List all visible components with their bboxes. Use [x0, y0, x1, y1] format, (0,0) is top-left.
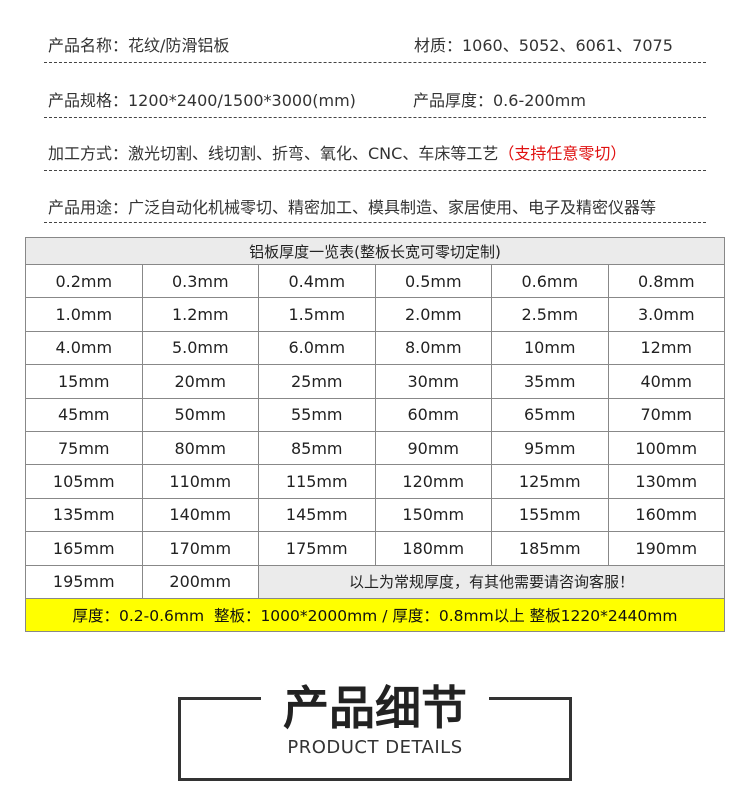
divider — [44, 222, 706, 223]
table-cell: 200mm — [142, 565, 259, 599]
table-cell: 0.4mm — [259, 265, 376, 299]
table-cell: 50mm — [142, 398, 259, 432]
table-cell: 105mm — [26, 465, 143, 499]
info-material: 材质：1060、5052、6061、7075 — [414, 36, 673, 55]
table-cell: 95mm — [492, 432, 609, 466]
table-cell: 5.0mm — [142, 331, 259, 366]
info-usage: 产品用途：广泛自动化机械零切、精密加工、模具制造、家居使用、电子及精密仪器等 — [48, 198, 657, 217]
table-cell: 185mm — [492, 532, 609, 566]
table-cell: 0.8mm — [608, 265, 725, 299]
table-cell: 175mm — [259, 532, 376, 566]
section-subtitle: PRODUCT DETAILS — [287, 737, 463, 758]
table-title: 铝板厚度一览表(整板长宽可零切定制) — [26, 238, 725, 265]
table-cell: 4.0mm — [26, 331, 143, 366]
table-cell: 135mm — [26, 498, 143, 533]
divider — [44, 170, 706, 171]
table-cell: 75mm — [26, 432, 143, 466]
table-cell: 20mm — [142, 365, 259, 399]
table-cell: 70mm — [608, 398, 725, 432]
table-cell: 45mm — [26, 398, 143, 432]
table-cell: 100mm — [608, 432, 725, 466]
table-cell: 0.2mm — [26, 265, 143, 299]
table-note: 以上为常规厚度，有其他需要请咨询客服！ — [259, 565, 725, 599]
table-cell: 140mm — [142, 498, 259, 533]
table-cell: 80mm — [142, 432, 259, 466]
table-cell: 150mm — [375, 498, 492, 533]
info-process-note: （支持任意零切） — [498, 144, 627, 163]
table-cell: 30mm — [375, 365, 492, 399]
table-cell: 2.0mm — [375, 298, 492, 332]
divider — [44, 62, 706, 63]
table-cell: 110mm — [142, 465, 259, 499]
section-title-wrap: 产品细节 — [0, 672, 750, 738]
table-cell: 3.0mm — [608, 298, 725, 332]
table-cell: 60mm — [375, 398, 492, 432]
table-cell: 85mm — [259, 432, 376, 466]
info-spec: 产品规格：1200*2400/1500*3000(mm) — [48, 91, 356, 110]
table-cell: 6.0mm — [259, 331, 376, 366]
table-cell: 12mm — [608, 331, 725, 366]
divider — [44, 117, 706, 118]
table-cell: 0.6mm — [492, 265, 609, 299]
table-cell: 180mm — [375, 532, 492, 566]
table-cell: 120mm — [375, 465, 492, 499]
table-cell: 15mm — [26, 365, 143, 399]
table-cell: 170mm — [142, 532, 259, 566]
table-cell: 65mm — [492, 398, 609, 432]
table-cell: 115mm — [259, 465, 376, 499]
table-cell: 195mm — [26, 565, 143, 599]
table-cell: 130mm — [608, 465, 725, 499]
table-cell: 55mm — [259, 398, 376, 432]
table-cell: 0.3mm — [142, 265, 259, 299]
table-cell: 10mm — [492, 331, 609, 366]
table-cell: 1.5mm — [259, 298, 376, 332]
table-footer: 厚度：0.2-0.6mm 整板：1000*2000mm / 厚度：0.8mm以上… — [26, 599, 725, 632]
table-cell: 90mm — [375, 432, 492, 466]
table-cell: 0.5mm — [375, 265, 492, 299]
info-process-line: 加工方式：激光切割、线切割、折弯、氧化、CNC、车床等工艺（支持任意零切） — [48, 140, 626, 164]
info-thickness: 产品厚度：0.6-200mm — [413, 91, 586, 110]
table-cell: 35mm — [492, 365, 609, 399]
table-cell: 2.5mm — [492, 298, 609, 332]
table-cell: 25mm — [259, 365, 376, 399]
info-process: 加工方式：激光切割、线切割、折弯、氧化、CNC、车床等工艺 — [48, 144, 499, 163]
table-cell: 1.0mm — [26, 298, 143, 332]
info-name: 产品名称：花纹/防滑铝板 — [48, 36, 230, 55]
table-cell: 160mm — [608, 498, 725, 533]
section-title: 产品细节 — [261, 681, 489, 735]
table-cell: 40mm — [608, 365, 725, 399]
table-cell: 155mm — [492, 498, 609, 533]
thickness-table: 铝板厚度一览表(整板长宽可零切定制) 0.2mm 0.3mm 0.4mm 0.5mm 0.… — [25, 237, 725, 632]
table-cell: 125mm — [492, 465, 609, 499]
table-cell: 190mm — [608, 532, 725, 566]
table-cell: 145mm — [259, 498, 376, 533]
table-cell: 1.2mm — [142, 298, 259, 332]
table-cell: 165mm — [26, 532, 143, 566]
table-cell: 8.0mm — [375, 331, 492, 366]
